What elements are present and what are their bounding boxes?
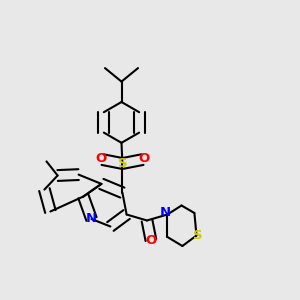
Text: O: O (138, 152, 150, 165)
Text: N: N (159, 206, 171, 219)
Text: O: O (95, 152, 107, 165)
Text: N: N (86, 212, 97, 226)
Text: S: S (193, 229, 203, 242)
Text: S: S (118, 157, 127, 170)
Text: O: O (145, 233, 157, 247)
